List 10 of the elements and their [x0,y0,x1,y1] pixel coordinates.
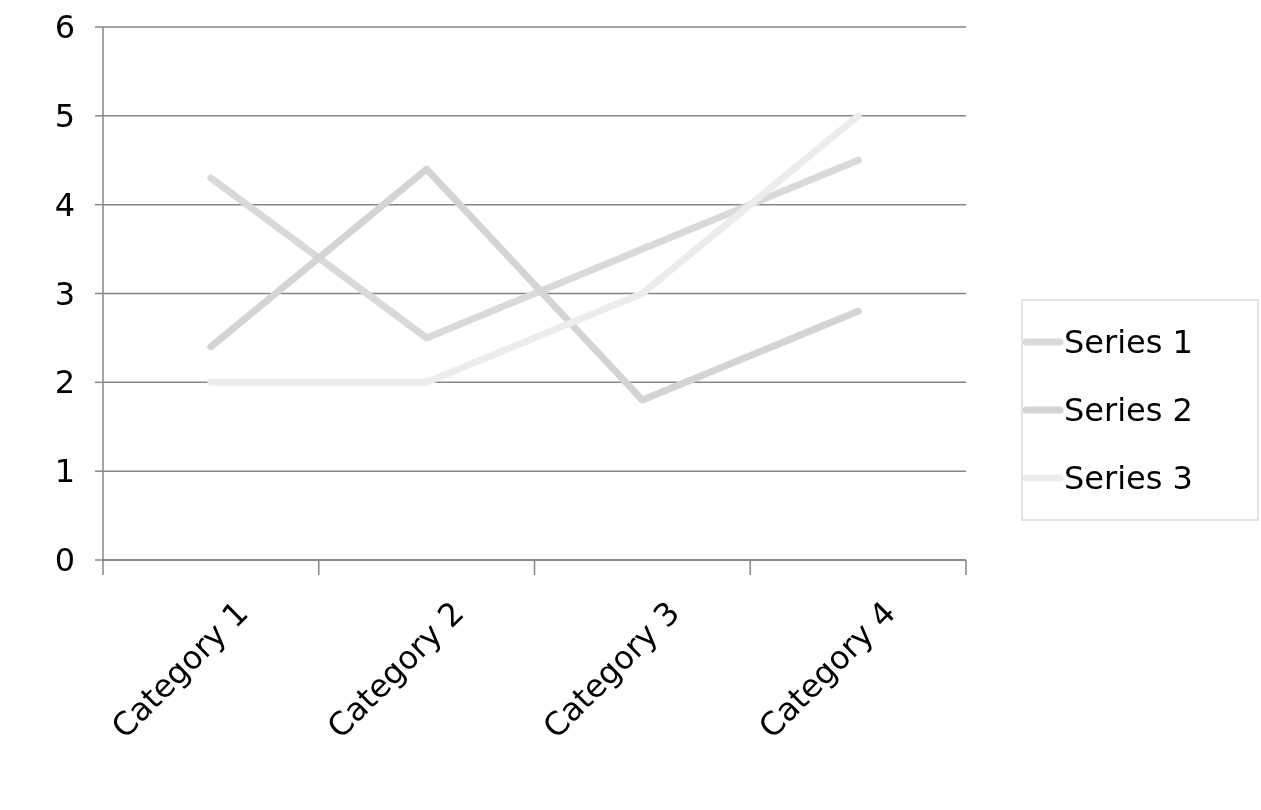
y-tick-label: 3 [54,274,75,313]
y-tick-label: 6 [54,8,75,46]
y-tick-label: 0 [54,541,75,579]
y-tick-label: 2 [54,363,75,402]
y-tick-label: 5 [54,96,75,135]
legend-label: Series 2 [1064,391,1193,429]
legend-label: Series 1 [1064,323,1193,361]
y-tick-label: 1 [54,452,75,491]
legend-label: Series 3 [1064,459,1193,497]
y-tick-label: 4 [54,185,75,224]
